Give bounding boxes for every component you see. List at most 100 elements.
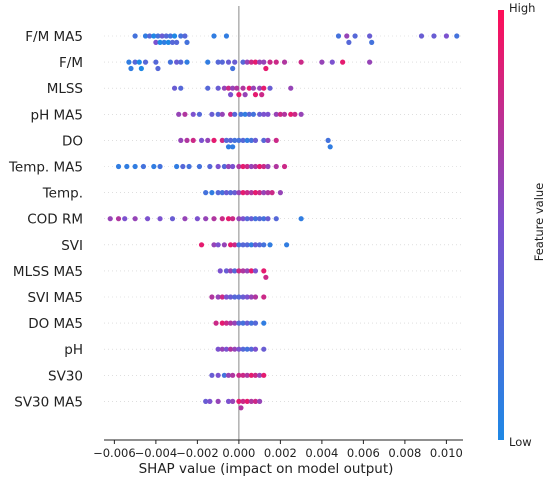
shap-point	[250, 85, 257, 91]
shap-point	[248, 242, 254, 248]
shap-point	[257, 216, 263, 222]
shap-point	[248, 372, 254, 378]
shap-point	[248, 346, 254, 352]
shap-point	[225, 144, 232, 150]
shap-point	[207, 398, 213, 404]
shap-point	[252, 320, 259, 326]
shap-point	[225, 163, 232, 170]
feature-label: SVI	[61, 238, 83, 254]
feature-label: pH MA5	[31, 107, 83, 123]
shap-point	[248, 294, 254, 300]
shap-point	[248, 137, 254, 143]
shap-point	[219, 59, 225, 65]
shap-point	[221, 242, 227, 248]
shap-point	[252, 216, 259, 222]
shap-point	[230, 163, 236, 170]
shap-point	[221, 372, 227, 378]
shap-point	[219, 294, 225, 300]
feature-label: pH	[64, 342, 83, 358]
shap-point	[261, 111, 267, 117]
shap-point	[244, 242, 250, 248]
x-tick-label: 0.010	[430, 446, 463, 460]
shap-point	[227, 111, 234, 117]
shap-point	[240, 346, 246, 352]
shap-point	[261, 372, 267, 378]
shap-point	[230, 85, 236, 91]
shap-point	[277, 111, 283, 117]
shap-point	[240, 163, 246, 170]
shap-point	[236, 242, 242, 248]
shap-point	[267, 85, 273, 91]
shap-point	[232, 137, 238, 143]
shap-point	[232, 294, 238, 300]
shap-point	[174, 59, 180, 65]
shap-point	[248, 59, 254, 65]
shap-point	[352, 33, 358, 39]
shap-point	[138, 65, 144, 72]
feature-label: DO MA5	[28, 316, 83, 332]
shap-point	[230, 65, 236, 72]
shap-point	[240, 216, 246, 222]
shap-point	[171, 33, 178, 39]
shap-point	[257, 242, 263, 248]
shap-point	[217, 268, 223, 274]
feature-label: F/M	[59, 55, 83, 71]
shap-point	[335, 33, 342, 39]
shap-point	[257, 372, 263, 378]
shap-point	[248, 163, 254, 170]
shap-point	[159, 33, 165, 39]
shap-point	[252, 346, 259, 352]
shap-point	[223, 33, 230, 39]
shap-point	[144, 216, 151, 222]
shap-point	[157, 216, 163, 222]
shap-point	[223, 190, 230, 196]
shap-point	[252, 92, 259, 98]
colorbar-low-label: Low	[509, 435, 532, 449]
shap-point	[244, 190, 250, 196]
shap-point	[230, 216, 236, 222]
shap-point	[244, 320, 250, 326]
shap-point	[269, 190, 275, 196]
shap-point	[205, 137, 211, 143]
shap-point	[184, 59, 190, 65]
shap-point	[257, 111, 263, 117]
shap-point	[124, 163, 130, 170]
shap-point	[288, 85, 294, 91]
shap-point	[155, 33, 161, 39]
shap-point	[153, 39, 159, 46]
shap-point	[136, 59, 142, 65]
shap-point	[238, 405, 244, 411]
shap-point	[196, 111, 203, 117]
shap-point	[236, 294, 242, 300]
feature-label: MLSS	[47, 81, 83, 97]
shap-point	[215, 85, 221, 91]
shap-point	[215, 163, 221, 170]
shap-point	[167, 59, 174, 65]
shap-point	[261, 268, 267, 274]
shap-point	[236, 163, 242, 170]
feature-label: F/M MA5	[25, 29, 83, 45]
shap-point	[230, 144, 236, 150]
shap-point	[232, 268, 238, 274]
shap-point	[265, 137, 271, 143]
x-tick-label: −0.004	[135, 446, 178, 460]
shap-point	[234, 85, 240, 91]
shap-point	[219, 346, 225, 352]
shap-point	[265, 216, 271, 222]
shap-point	[273, 137, 279, 143]
shap-point	[171, 85, 178, 91]
shap-point	[236, 92, 242, 98]
shap-point	[257, 85, 263, 91]
shap-point	[232, 190, 238, 196]
shap-point	[140, 163, 147, 170]
shap-point	[261, 190, 267, 196]
shap-point	[215, 242, 221, 248]
shap-point	[155, 65, 161, 72]
shap-point	[248, 398, 254, 404]
shap-point	[215, 398, 221, 404]
shap-point	[281, 163, 288, 170]
shap-point	[203, 190, 209, 196]
shap-point	[107, 216, 113, 222]
x-tick-label: −0.002	[176, 446, 219, 460]
shap-point	[292, 111, 298, 117]
